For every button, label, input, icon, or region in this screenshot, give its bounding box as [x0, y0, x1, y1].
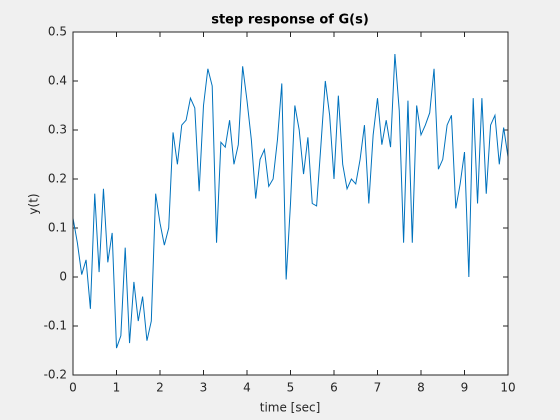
x-tick-label: 1 [113, 381, 121, 395]
y-tick-label: 0 [59, 270, 67, 284]
x-tick-label: 9 [461, 381, 469, 395]
chart-title: step response of G(s) [211, 13, 369, 28]
x-tick-label: 6 [330, 381, 338, 395]
x-tick-label: 10 [500, 381, 515, 395]
x-tick-label: 0 [69, 381, 77, 395]
axes-box [72, 31, 509, 376]
x-tick-label: 4 [243, 381, 251, 395]
x-axis-label: time [sec] [260, 401, 321, 415]
y-tick-label: 0.5 [48, 25, 67, 39]
y-tick-label: 0.3 [48, 123, 67, 137]
x-tick-label: 8 [417, 381, 425, 395]
x-tick-label: 5 [287, 381, 295, 395]
y-tick-label: 0.2 [48, 172, 67, 186]
x-tick-label: 7 [374, 381, 382, 395]
data-line [72, 54, 509, 349]
x-tick-label: 3 [200, 381, 208, 395]
y-tick-label: 0.1 [48, 221, 67, 235]
y-tick-label: -0.2 [44, 368, 67, 382]
y-axis-label: y(t) [27, 193, 41, 214]
y-tick-label: 0.4 [48, 74, 67, 88]
y-tick-label: -0.1 [44, 319, 67, 333]
x-tick-label: 2 [156, 381, 164, 395]
